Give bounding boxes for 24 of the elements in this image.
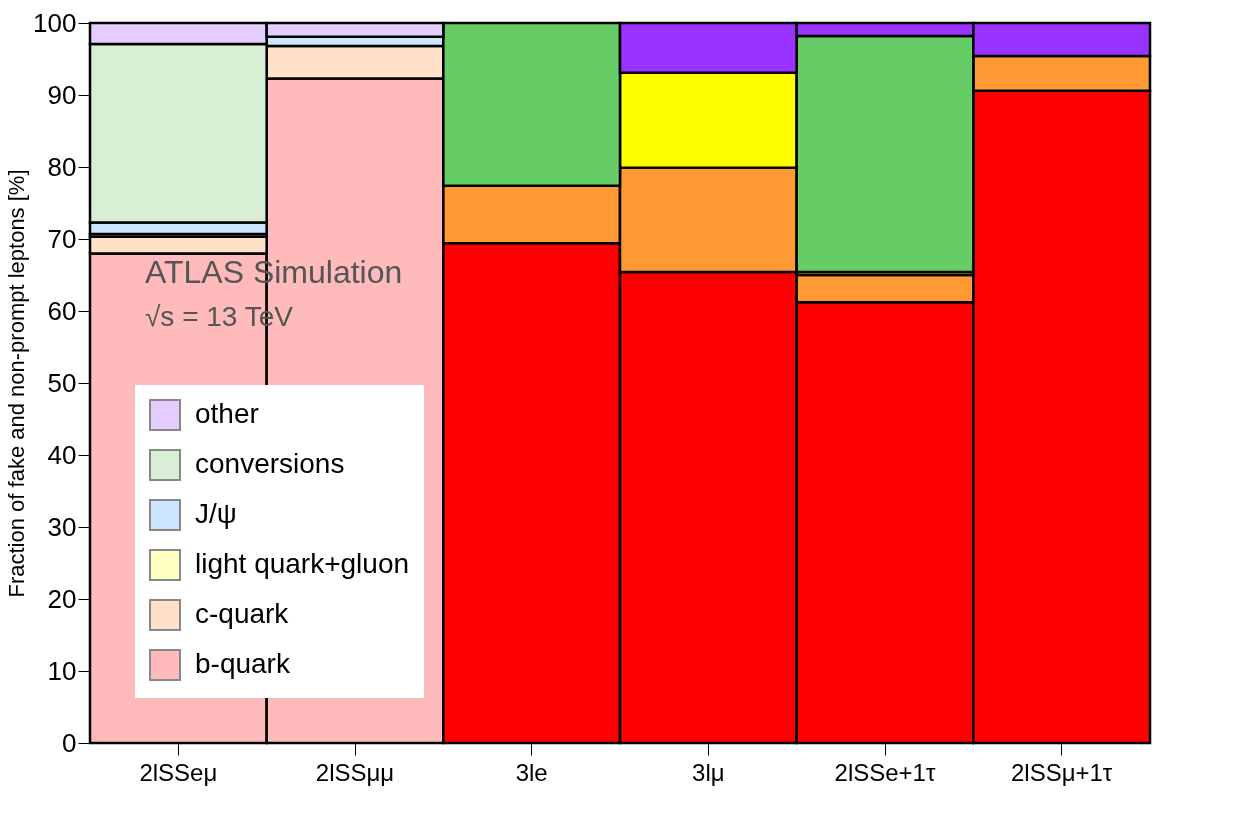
- y-tick-label: 40: [47, 439, 77, 470]
- y-tick-label: 20: [47, 583, 77, 614]
- legend-label: b-quark: [195, 648, 291, 679]
- legend-label: J/ψ: [195, 498, 237, 529]
- x-tick-label: 2lSSeμ: [139, 758, 218, 786]
- legend-label: c-quark: [195, 598, 290, 629]
- y-tick-label: 80: [47, 151, 77, 182]
- y-tick-label: 30: [47, 511, 77, 542]
- y-tick-label: 60: [47, 295, 77, 326]
- y-tick-label: 50: [47, 367, 77, 398]
- x-tick-label: 2lSSμμ: [315, 758, 395, 786]
- y-axis-title: Fraction of fake and non-prompt leptons [%]: [4, 169, 30, 598]
- x-tick-label: 3le: [515, 758, 548, 786]
- legend-label: other: [195, 398, 259, 429]
- x-tick-label: 2lSSe+1τ: [834, 758, 936, 786]
- y-tick-label: 100: [33, 7, 77, 38]
- x-tick-label: 3lμ: [692, 758, 725, 786]
- x-tick-label: 2lSSμ+1τ: [1010, 758, 1113, 786]
- legend-label: light quark+gluon: [195, 548, 410, 579]
- y-tick-label: 70: [47, 223, 77, 254]
- legend-label: conversions: [195, 448, 345, 479]
- y-tick-label: 10: [47, 655, 77, 686]
- y-tick-label: 90: [47, 79, 77, 110]
- y-tick-label: 0: [62, 727, 77, 758]
